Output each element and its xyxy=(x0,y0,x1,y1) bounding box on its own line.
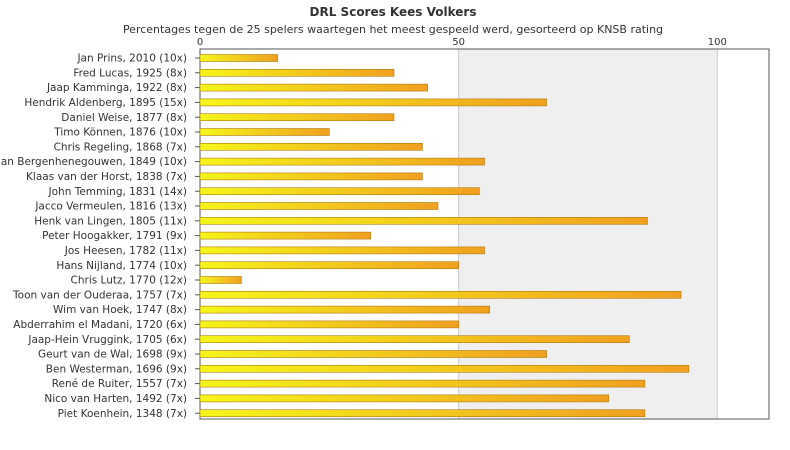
bar xyxy=(199,350,547,358)
plot-area: 0 50 100 Jan Prins, 2010 (10x) Fred Lucas, 1… xyxy=(0,37,770,420)
bar xyxy=(199,409,646,418)
x-tick-label: 100 xyxy=(708,37,727,48)
bar xyxy=(199,98,547,107)
bar xyxy=(199,172,423,181)
category-label: Henk van Lingen, 1805 (11x) xyxy=(34,215,187,227)
category-label: Piet Koenhein, 1348 (7x) xyxy=(58,408,187,420)
category-label: Daniel Weise, 1877 (8x) xyxy=(61,112,187,124)
bar xyxy=(199,202,439,210)
bar xyxy=(199,54,278,62)
bar xyxy=(199,261,459,270)
bar xyxy=(199,143,423,151)
bar xyxy=(199,128,330,136)
bar xyxy=(199,335,630,344)
category-label: Jaap Kamminga, 1922 (8x) xyxy=(46,82,187,94)
category-label: Chris Lutz, 1770 (12x) xyxy=(71,275,187,287)
category-label: Timo Können, 1876 (10x) xyxy=(53,127,187,139)
bar xyxy=(199,320,459,329)
category-label: Geurt van de Wal, 1698 (9x) xyxy=(38,349,187,361)
chart-title: DRL Scores Kees Volkers xyxy=(310,5,477,19)
bar xyxy=(199,83,428,92)
category-label: Nico van Harten, 1492 (7x) xyxy=(44,393,187,405)
category-label: Peter Hoogakker, 1791 (9x) xyxy=(42,230,187,242)
chart-subtitle: Percentages tegen de 25 spelers waartege… xyxy=(123,23,663,36)
bar xyxy=(199,69,395,77)
bar xyxy=(199,113,395,121)
bar xyxy=(199,290,682,299)
category-label: Fred Lucas, 1925 (8x) xyxy=(73,67,187,79)
category-label: Jacco Vermeulen, 1816 (13x) xyxy=(34,201,187,213)
bar xyxy=(199,157,485,166)
x-tick-label: 0 xyxy=(197,37,203,48)
category-label: Toon van der Ouderaa, 1757 (7x) xyxy=(12,289,187,301)
category-label: Ben Westerman, 1696 (9x) xyxy=(46,363,187,375)
bar xyxy=(199,187,480,195)
category-label: Jaap-Hein Vruggink, 1705 (6x) xyxy=(27,334,187,346)
category-label: Jan Bergenhenegouwen, 1849 (10x) xyxy=(0,156,187,168)
category-label: Abderrahim el Madani, 1720 (6x) xyxy=(13,319,187,331)
category-label: Chris Regeling, 1868 (7x) xyxy=(54,141,187,153)
category-label: Klaas van der Horst, 1838 (7x) xyxy=(26,171,187,183)
category-label: René de Ruiter, 1557 (7x) xyxy=(52,378,187,390)
category-label: Hans Nijland, 1774 (10x) xyxy=(56,260,187,272)
category-label: Jos Heesen, 1782 (11x) xyxy=(64,245,187,257)
x-tick-label: 50 xyxy=(452,37,465,48)
plot-band xyxy=(717,49,769,419)
bar xyxy=(199,276,242,284)
bar xyxy=(199,231,371,240)
category-label: Jan Prins, 2010 (10x) xyxy=(76,53,187,65)
bar xyxy=(199,379,646,388)
bar xyxy=(199,364,690,373)
category-label: John Temming, 1831 (14x) xyxy=(48,186,187,198)
category-label: Hendrik Aldenberg, 1895 (15x) xyxy=(24,97,187,109)
bar xyxy=(199,394,609,403)
category-label: Wim van Hoek, 1747 (8x) xyxy=(53,304,187,316)
bar xyxy=(199,305,490,314)
bar xyxy=(199,217,648,225)
bar xyxy=(199,246,485,255)
